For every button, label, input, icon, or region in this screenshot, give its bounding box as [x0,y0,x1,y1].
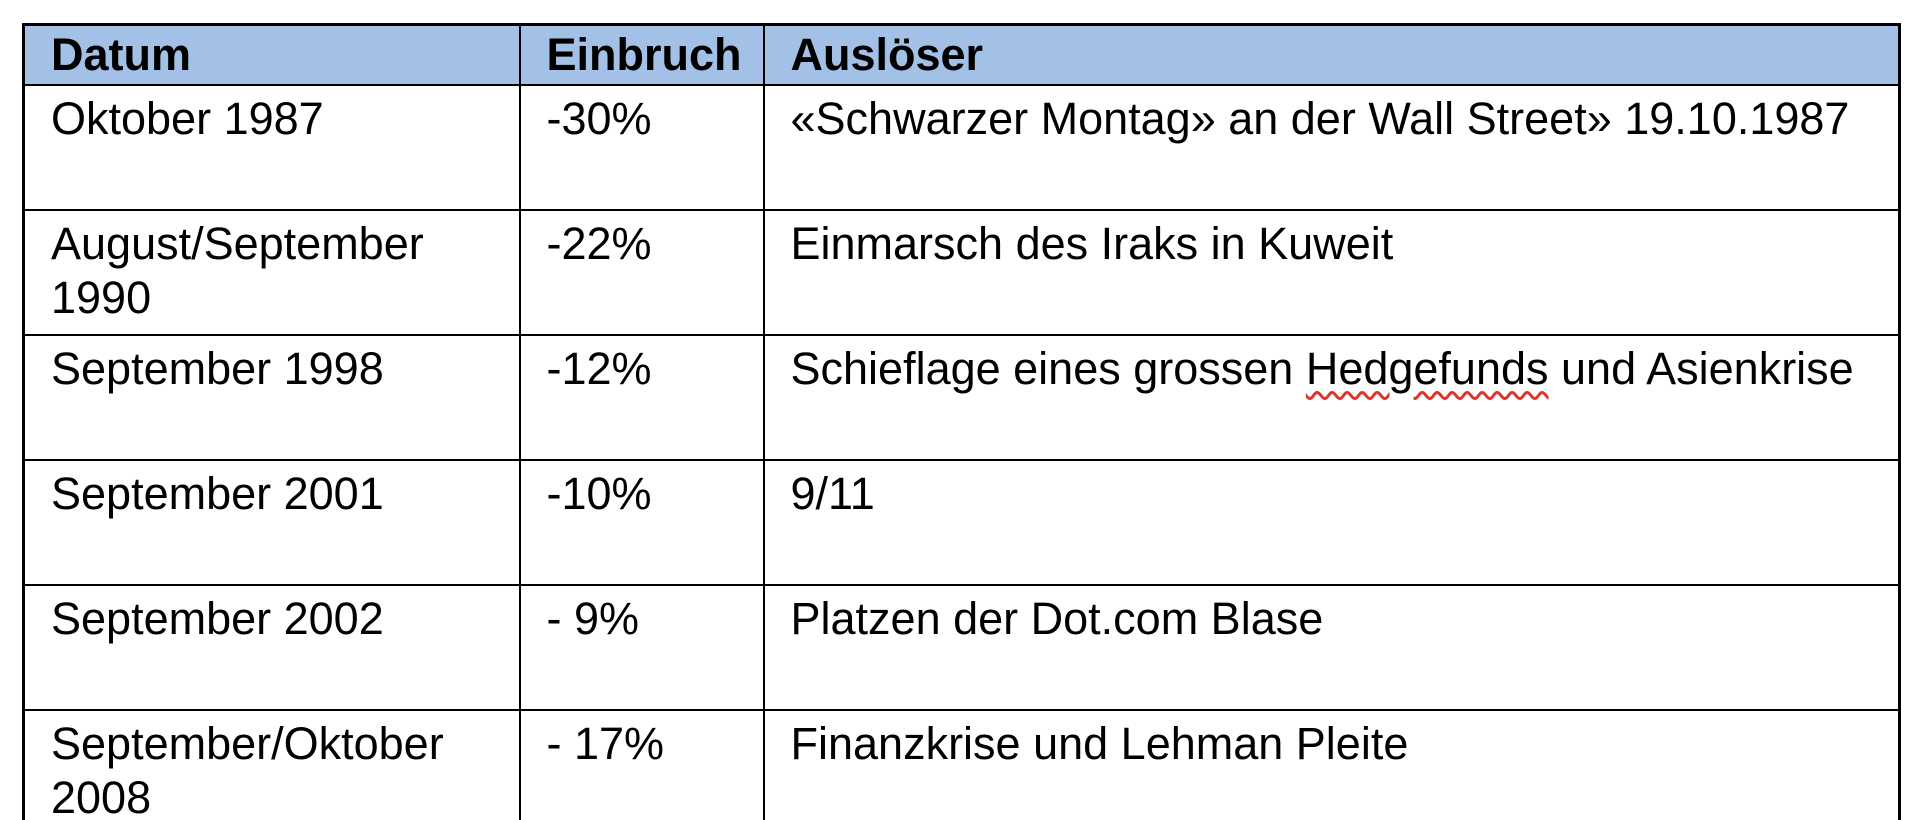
cell-einbruch: -10% [518,459,765,586]
cell-datum: September 1998 [22,334,521,461]
cell-datum: September 2001 [22,459,521,586]
table-body: Oktober 1987 -30% «Schwarzer Montag» an de… [22,84,1901,820]
column-header-datum: Datum [22,23,521,86]
market-crash-table: Datum Einbruch Auslöser Oktober 1987 -30%… [22,23,1901,820]
cell-text: Einmarsch des Iraks in Kuweit [790,218,1394,269]
cell-text: Platzen der Dot.com Blase [790,593,1324,644]
cell-datum: Oktober 1987 [22,84,521,211]
cell-text: Schieflage eines grossen [790,343,1306,394]
table-row: August/September 1990 -22% Einmarsch des I… [22,209,1901,336]
table-header-row: Datum Einbruch Auslöser [22,23,1901,86]
table-row: September/Oktober 2008- 17% Finanzkrise u… [22,709,1901,820]
cell-datum: August/September 1990 [22,209,521,336]
cell-ausloeser: 9/11 [762,459,1901,586]
cell-einbruch: -22% [518,209,765,336]
table-row: Oktober 1987 -30% «Schwarzer Montag» an de… [22,84,1901,211]
table-row: September 2002- 9% Platzen der Dot.com Bl… [22,584,1901,711]
cell-ausloeser: Finanzkrise und Lehman Pleite [762,709,1901,820]
cell-einbruch: -30% [518,84,765,211]
cell-text: «Schwarzer Montag» an der Wall Street» 1… [790,93,1850,144]
column-header-ausloeser: Auslöser [762,23,1901,86]
cell-ausloeser: Platzen der Dot.com Blase [762,584,1901,711]
table-row: September 2001 -10% 9/11 [22,459,1901,586]
cell-datum: September/Oktober 2008 [22,709,521,820]
spellcheck-marked-word: Hedgefunds [1305,343,1549,394]
cell-einbruch: - 17% [518,709,765,820]
cell-ausloeser: Einmarsch des Iraks in Kuweit [762,209,1901,336]
cell-text: Finanzkrise und Lehman Pleite [790,718,1409,769]
cell-einbruch: -12% [518,334,765,461]
cell-ausloeser: «Schwarzer Montag» an der Wall Street» 1… [762,84,1901,211]
cell-text: und Asienkrise [1548,343,1854,394]
cell-ausloeser: Schieflage eines grossen Hedgefunds und … [762,334,1901,461]
cell-datum: September 2002 [22,584,521,711]
cell-einbruch: - 9% [518,584,765,711]
table-row: September 1998 -12% Schieflage eines gross… [22,334,1901,461]
cell-text: 9/11 [790,468,875,519]
column-header-einbruch: Einbruch [518,23,765,86]
